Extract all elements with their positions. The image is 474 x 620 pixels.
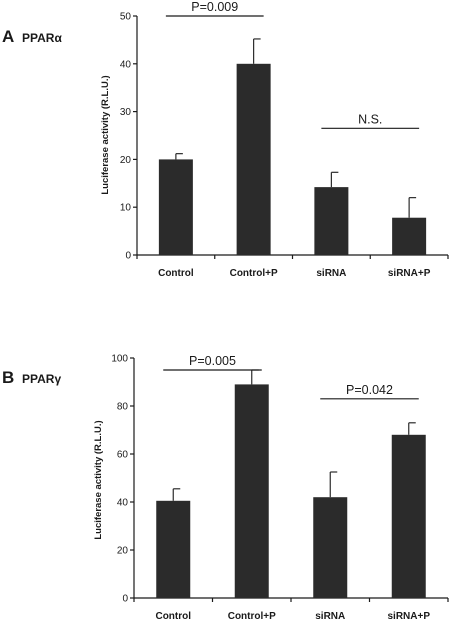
- panel-a-name: PPARα: [22, 31, 62, 45]
- panel-b-y-tick-label: 60: [117, 450, 129, 461]
- panel-b-category-label: Control+P: [228, 611, 276, 620]
- panel-a-bar-sirna-p: [392, 217, 427, 255]
- panel-b-bar-sirna-p: [391, 434, 426, 598]
- panel-b-significance-label: P=0.005: [189, 354, 236, 368]
- panel-b-y-axis-title: Luciferase activity (R.L.U.): [93, 420, 104, 539]
- panel-b-bar-sirna: [313, 497, 348, 598]
- panel-a-y-tick-label: 20: [120, 155, 132, 166]
- panel-a-bar-sirna: [314, 187, 349, 255]
- panel-a-significance-label: N.S.: [358, 112, 382, 126]
- panel-b-letter: B: [2, 368, 14, 387]
- panel-a-category-label: Control+P: [230, 268, 278, 279]
- panel-a-bar-control: [158, 159, 193, 255]
- panel-b-category-label: siRNA: [315, 611, 345, 620]
- panel-b-y-tick-label: 0: [122, 594, 128, 605]
- panel-b-bar-control: [156, 500, 191, 598]
- panel-a-y-tick-label: 40: [120, 59, 132, 70]
- panel-a: A PPARα Luciferase activity (R.L.U.) 0 10…: [2, 0, 449, 279]
- panel-b-y-tick-label: 40: [117, 498, 129, 509]
- panel-b-y-tick-label: 80: [117, 402, 129, 413]
- panel-a-category-label: siRNA: [316, 268, 346, 279]
- panel-a-y-tick-label: 30: [120, 107, 132, 118]
- panel-a-significance-label: P=0.009: [191, 0, 238, 14]
- panel-a-letter: A: [2, 27, 14, 46]
- panel-a-bar-control-p: [236, 63, 271, 255]
- panel-b-plot: 0 20 40 60 80 100 Control Control+P siRNA siRNA+P…: [111, 354, 449, 620]
- panel-b-name: PPARγ: [22, 372, 61, 386]
- panel-a-y-axis-title: Luciferase activity (R.L.U.): [100, 75, 111, 194]
- panel-a-category-label: Control: [158, 268, 194, 279]
- panel-b: B PPARγ Luciferase activity (R.L.U.) 0 20…: [2, 354, 449, 620]
- panel-b-significance-label: P=0.042: [346, 383, 393, 397]
- panel-b-y-tick-label: 20: [117, 546, 129, 557]
- panel-a-category-label: siRNA+P: [388, 268, 431, 279]
- panel-a-y-tick-label: 50: [120, 12, 132, 23]
- panel-b-category-label: siRNA+P: [387, 611, 430, 620]
- panel-b-y-tick-label: 100: [111, 354, 128, 365]
- panel-a-y-tick-label: 10: [120, 203, 132, 214]
- panel-b-bar-control-p: [234, 384, 269, 598]
- panel-a-y-tick-label: 0: [125, 251, 131, 262]
- panel-b-category-label: Control: [155, 611, 191, 620]
- panel-a-plot: 0 10 20 30 40 50 Control Control+P siRNA siRNA+P P…: [120, 0, 449, 279]
